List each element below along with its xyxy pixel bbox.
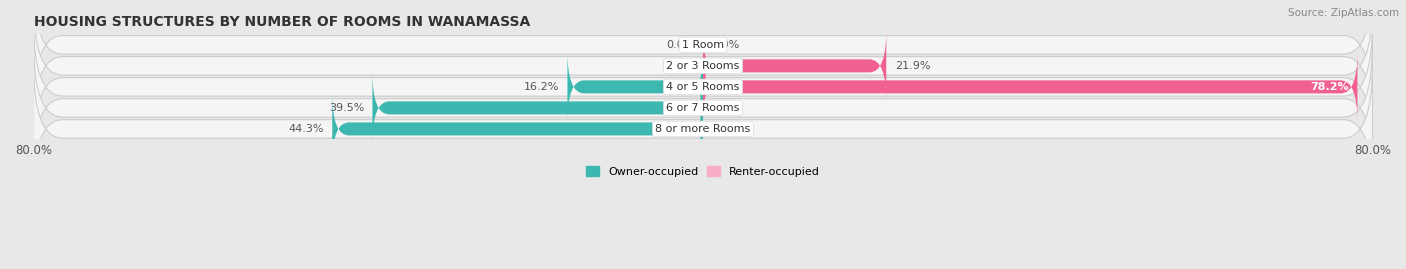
Text: 0.0%: 0.0%	[666, 61, 695, 71]
Text: 78.2%: 78.2%	[1310, 82, 1350, 92]
Text: 21.9%: 21.9%	[894, 61, 931, 71]
FancyBboxPatch shape	[34, 44, 1372, 172]
Text: 2 or 3 Rooms: 2 or 3 Rooms	[666, 61, 740, 71]
FancyBboxPatch shape	[34, 23, 1372, 151]
FancyBboxPatch shape	[703, 51, 1357, 122]
FancyBboxPatch shape	[34, 2, 1372, 130]
Text: 8 or more Rooms: 8 or more Rooms	[655, 124, 751, 134]
FancyBboxPatch shape	[34, 65, 1372, 193]
Text: 1 Room: 1 Room	[682, 40, 724, 50]
FancyBboxPatch shape	[332, 93, 703, 164]
Legend: Owner-occupied, Renter-occupied: Owner-occupied, Renter-occupied	[581, 162, 825, 181]
FancyBboxPatch shape	[568, 51, 703, 122]
Text: 0.0%: 0.0%	[666, 40, 695, 50]
Text: 44.3%: 44.3%	[288, 124, 323, 134]
FancyBboxPatch shape	[34, 0, 1372, 109]
Text: 4 or 5 Rooms: 4 or 5 Rooms	[666, 82, 740, 92]
Text: 0.0%: 0.0%	[711, 40, 740, 50]
Text: HOUSING STRUCTURES BY NUMBER OF ROOMS IN WANAMASSA: HOUSING STRUCTURES BY NUMBER OF ROOMS IN…	[34, 15, 530, 29]
Text: 6 or 7 Rooms: 6 or 7 Rooms	[666, 103, 740, 113]
Text: 16.2%: 16.2%	[523, 82, 560, 92]
FancyBboxPatch shape	[373, 72, 703, 143]
FancyBboxPatch shape	[703, 30, 886, 101]
Text: 0.0%: 0.0%	[711, 124, 740, 134]
Text: 39.5%: 39.5%	[329, 103, 364, 113]
Text: 0.0%: 0.0%	[711, 103, 740, 113]
Text: Source: ZipAtlas.com: Source: ZipAtlas.com	[1288, 8, 1399, 18]
